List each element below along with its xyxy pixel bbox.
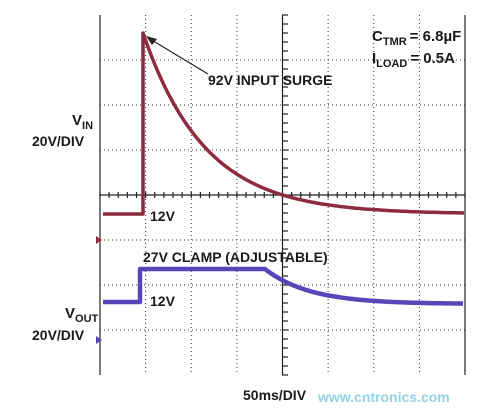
subscript: LOAD bbox=[376, 58, 407, 70]
vout-scale: 20V/DIV bbox=[32, 327, 85, 343]
symbol: C bbox=[372, 28, 383, 45]
arrow bbox=[149, 38, 209, 75]
watermark: www.cntronics.com bbox=[317, 389, 450, 405]
clamp-label: 27V CLAMP (ADJUSTABLE) bbox=[143, 249, 328, 265]
subscript: IN bbox=[82, 120, 93, 132]
vin-label: VIN bbox=[72, 112, 93, 132]
subscript: OUT bbox=[75, 313, 99, 325]
arrowhead bbox=[146, 36, 157, 45]
ctmr-label: CTMR = 6.8µF bbox=[372, 28, 461, 48]
iload-label: ILOAD = 0.5A bbox=[372, 50, 455, 70]
vin-trace bbox=[103, 31, 465, 216]
subscript: TMR bbox=[383, 36, 407, 48]
vin-marker bbox=[96, 236, 102, 244]
vout-marker bbox=[96, 336, 102, 344]
symbol: I bbox=[372, 50, 376, 67]
vin-level: 12V bbox=[150, 208, 176, 224]
vout-trace bbox=[103, 266, 464, 306]
surge-label: 92V INPUT SURGE bbox=[208, 72, 332, 88]
vin-scale: 20V/DIV bbox=[32, 133, 85, 149]
value: = 6.8µF bbox=[410, 28, 462, 45]
grid bbox=[99, 14, 466, 376]
timebase-label: 50ms/DIV bbox=[243, 387, 307, 403]
value: = 0.5A bbox=[410, 50, 455, 67]
vout-label: VOUT bbox=[65, 305, 99, 325]
vout-level: 12V bbox=[150, 293, 176, 309]
symbol: V bbox=[65, 305, 75, 322]
symbol: V bbox=[72, 112, 82, 129]
